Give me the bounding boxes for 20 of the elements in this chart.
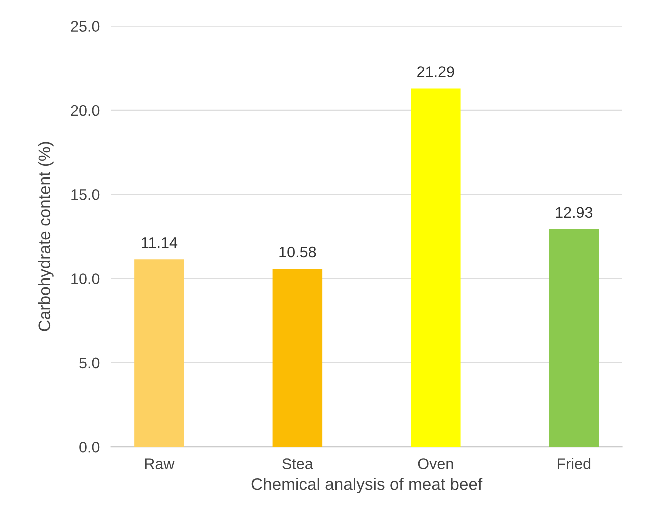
bar bbox=[549, 229, 600, 448]
x-tick-label: Stea bbox=[282, 458, 314, 470]
bar bbox=[411, 88, 461, 448]
y-tick-label: 25.0 bbox=[71, 21, 100, 32]
y-tick-label: 20.0 bbox=[71, 105, 100, 116]
y-axis-title: Carbohydrate content (%) bbox=[38, 142, 54, 332]
x-tick-label: Oven bbox=[418, 458, 454, 470]
y-tick-label: 15.0 bbox=[72, 189, 100, 200]
data-label: 10.58 bbox=[280, 246, 316, 258]
data-label: 11.14 bbox=[142, 238, 178, 248]
bar bbox=[272, 269, 323, 448]
bar bbox=[134, 260, 184, 448]
y-tick-label: 5.0 bbox=[80, 358, 100, 369]
y-tick-label: 0.0 bbox=[80, 442, 100, 453]
x-tick-label: Raw bbox=[145, 458, 175, 470]
data-label: 21.29 bbox=[418, 66, 454, 78]
x-axis-title: Chemical analysis of meat beef bbox=[252, 478, 483, 494]
x-tick-label: Fried bbox=[558, 458, 591, 470]
data-label: 12.93 bbox=[556, 207, 593, 218]
y-tick-label: 10.0 bbox=[72, 274, 100, 284]
